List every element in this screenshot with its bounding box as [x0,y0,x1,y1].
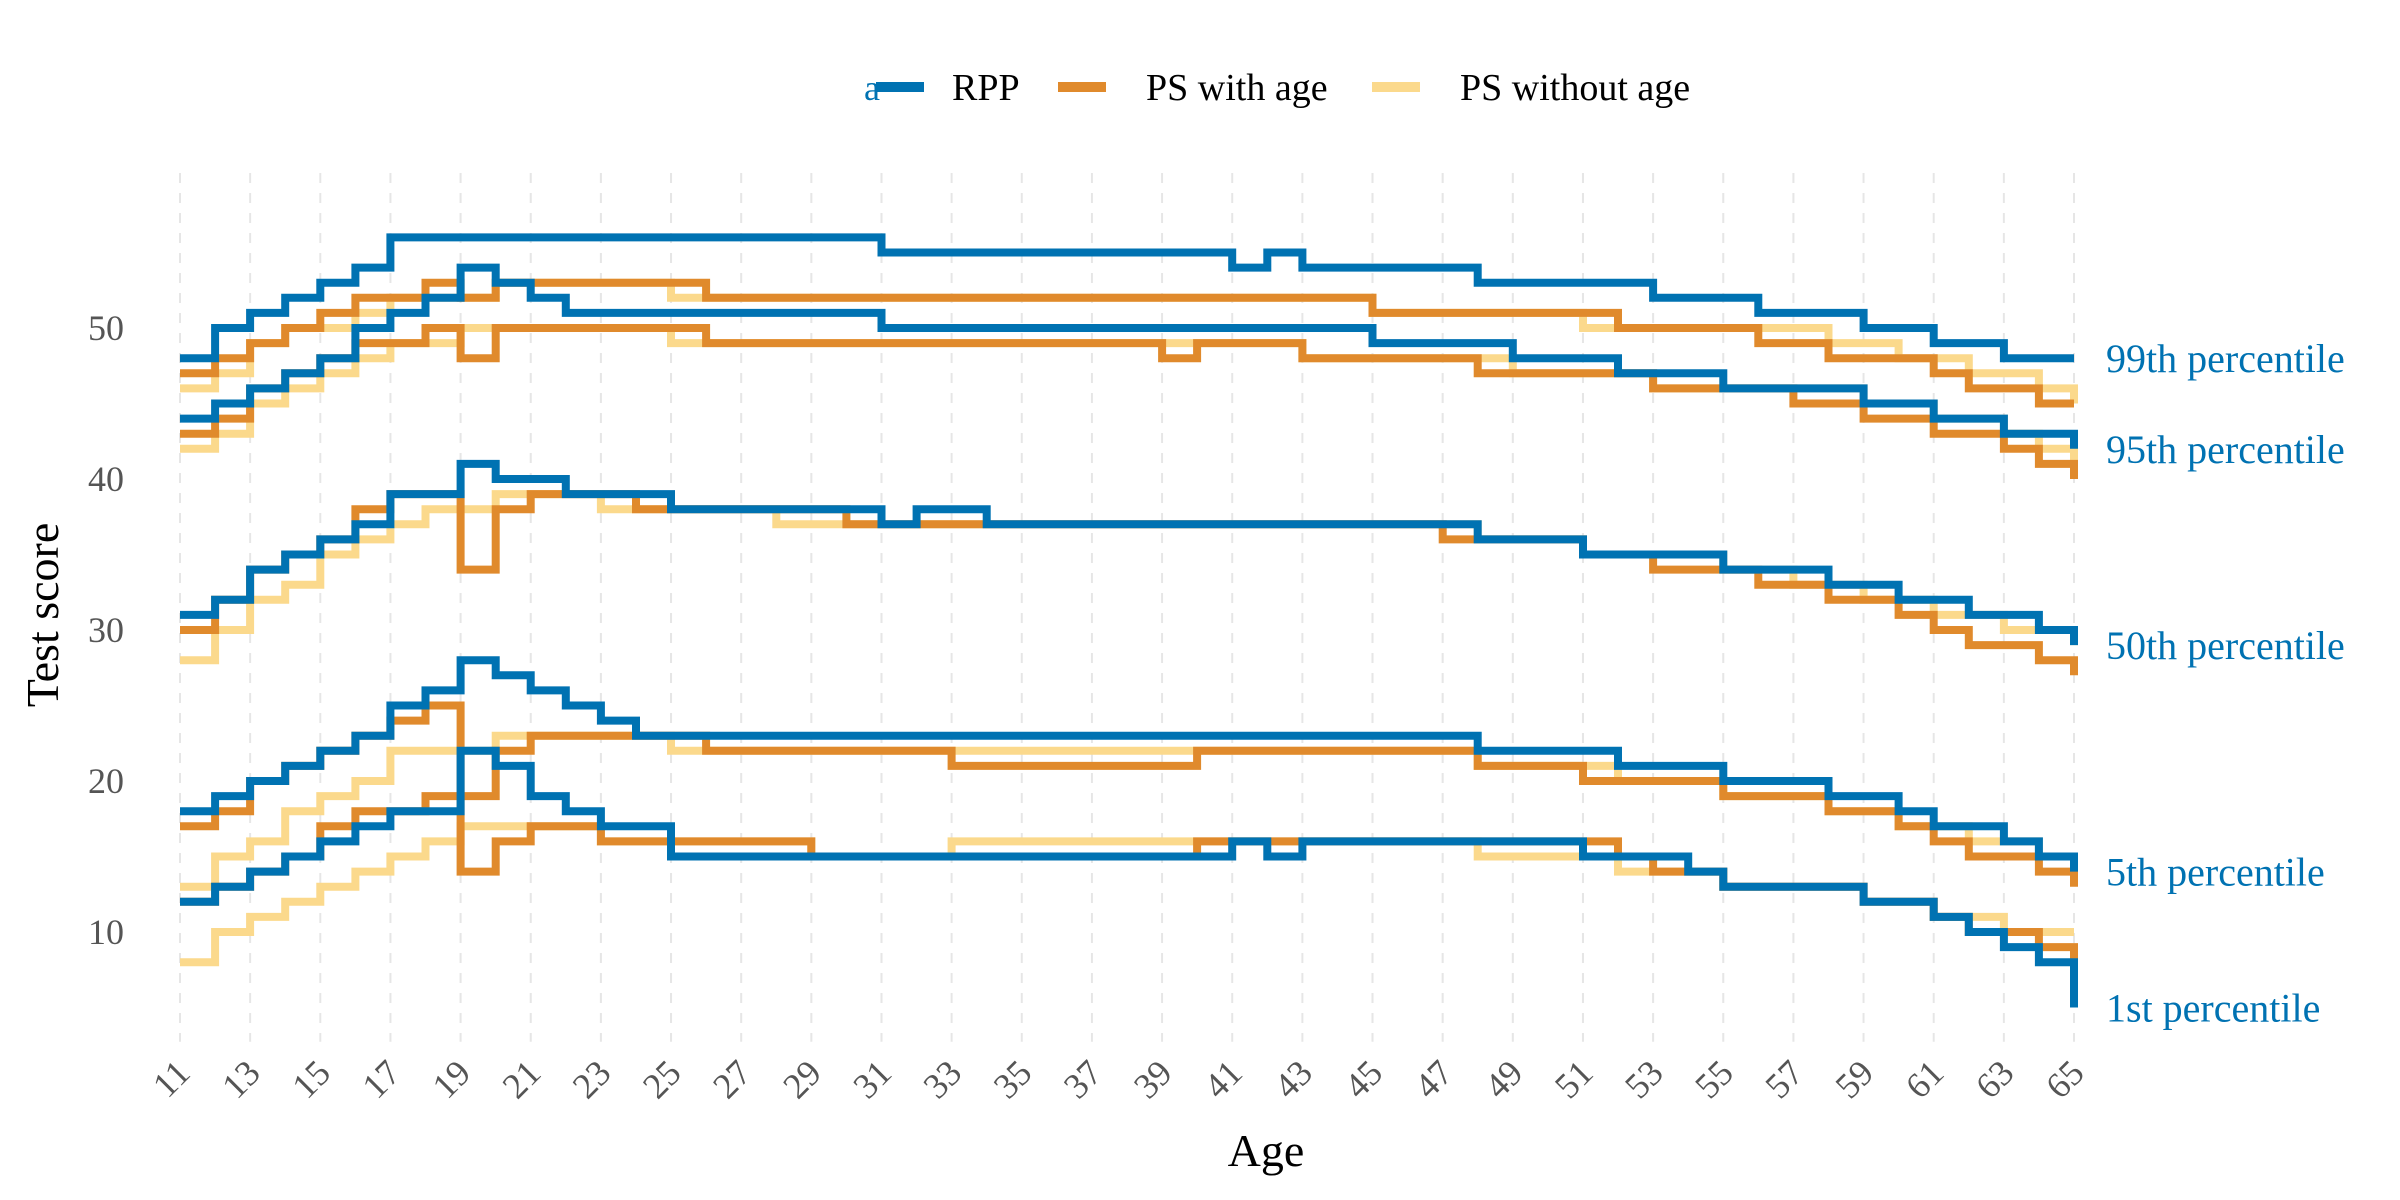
legend-label: RPP [952,67,1020,109]
x-tick-label: 13 [214,1052,268,1106]
series-line-rpp-5th [180,656,2078,872]
y-tick-label: 20 [88,761,124,801]
series-line-ps-with-age-99th [180,278,2074,408]
series-line-rpp-99th [180,233,2074,363]
x-tick-label: 51 [1547,1052,1601,1106]
x-tick-label: 45 [1336,1052,1390,1106]
x-tick-label: 29 [775,1052,829,1106]
x-tick-label: 39 [1126,1052,1180,1106]
x-tick-label: 19 [425,1052,479,1106]
x-tick-label: 59 [1827,1052,1881,1106]
x-tick-label: 21 [495,1052,549,1106]
legend-label: PS without age [1460,67,1690,109]
x-tick-label: 35 [986,1052,1040,1106]
x-tick-label: 23 [565,1052,619,1106]
series-line-ps-with-age-95th [180,324,2078,479]
percentile-label: 95th percentile [2106,427,2345,472]
x-tick-label: 31 [845,1052,899,1106]
x-tick-label: 43 [1266,1052,1320,1106]
series-line-rpp-1st [180,746,2078,1008]
series-line-ps-with-age-1st [180,792,2078,963]
percentile-labels: 99th percentile 95th percentile 50th perce… [2106,336,2345,1030]
x-tick-label: 47 [1407,1052,1461,1106]
x-tick-label: 37 [1056,1052,1110,1106]
percentile-label: 1st percentile [2106,986,2320,1031]
x-tick-label: 65 [2038,1052,2092,1106]
x-tick-label: 17 [354,1052,408,1106]
series-line-rpp-50th [180,459,2078,646]
legend-label: PS with age [1146,67,1328,109]
x-tick-label: 57 [1757,1052,1811,1106]
x-tick-label: 41 [1196,1052,1250,1106]
x-tick-label: 11 [145,1052,198,1105]
x-axis-title: Age [1228,1125,1305,1176]
series-layer [180,233,2078,1008]
x-tick-label: 15 [284,1052,338,1106]
panel-tag: a [864,68,880,108]
grid-lines [179,173,2075,1042]
series-line-rpp-95th [180,263,2078,449]
legend: a RPP PS with age PS without age [864,67,1690,109]
y-tick-label: 30 [88,610,124,650]
percentile-label: 5th percentile [2106,850,2325,895]
percentile-label: 99th percentile [2106,336,2345,381]
y-axis-title: Test score [17,523,68,708]
y-tick-label: 50 [88,308,124,348]
x-tick-label: 49 [1477,1052,1531,1106]
x-tick-label: 27 [705,1052,759,1106]
x-tick-label: 53 [1617,1052,1671,1106]
x-tick-label: 33 [916,1052,970,1106]
x-tick-label: 25 [635,1052,689,1106]
x-tick-label: 61 [1898,1052,1952,1106]
x-tick-label: 63 [1968,1052,2022,1106]
x-tick-labels: 11 13 15 17 19 21 23 25 27 29 31 33 35 37 39 41 43 45 47 49… [145,1052,2092,1106]
y-tick-labels: 10 20 30 40 50 [88,308,124,952]
x-tick-label: 55 [1687,1052,1741,1106]
y-tick-label: 40 [88,459,124,499]
percentile-label: 50th percentile [2106,623,2345,668]
y-tick-label: 10 [88,912,124,952]
